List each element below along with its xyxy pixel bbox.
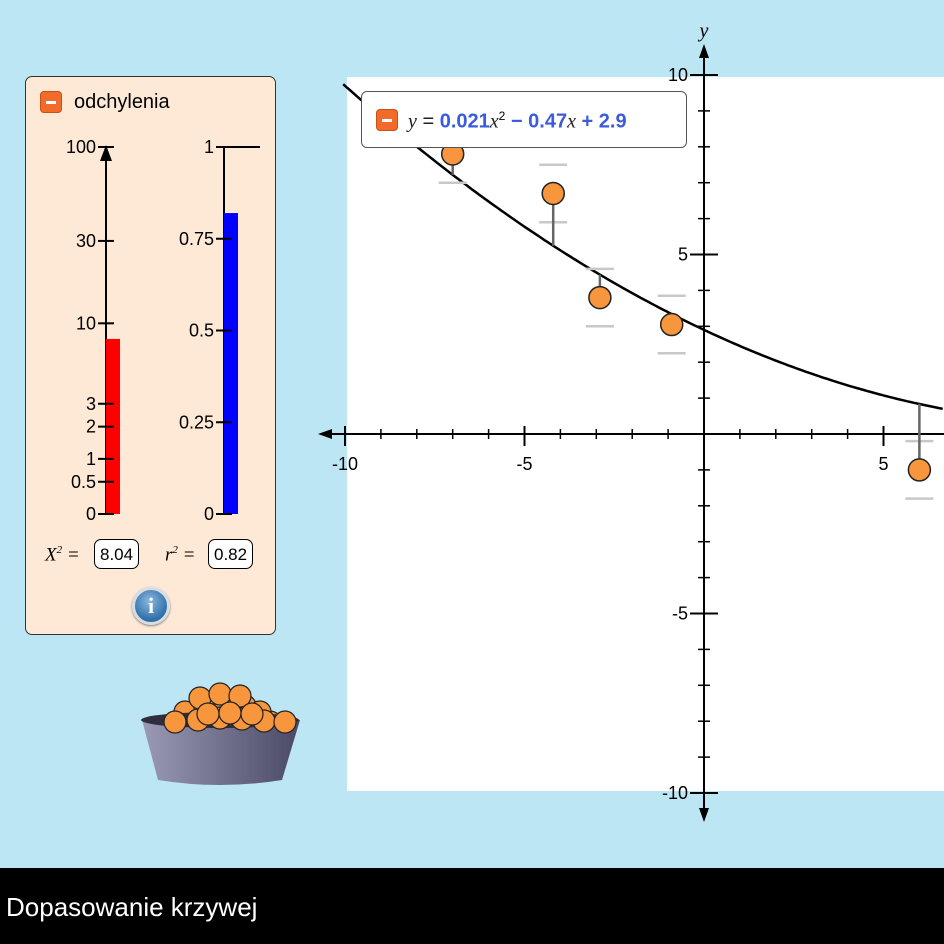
y-tick-label: 5 <box>678 245 688 265</box>
y-tick-label: 10 <box>668 65 688 85</box>
chi-tick-label: 10 <box>76 313 96 333</box>
y-axis-label: y <box>698 20 709 42</box>
bowl-point <box>273 710 297 734</box>
y-tick-label: -5 <box>672 604 688 624</box>
data-point[interactable] <box>907 458 932 482</box>
info-button[interactable]: i <box>132 587 170 625</box>
data-point[interactable] <box>541 181 565 206</box>
eq-coef-a: 0.021 <box>439 110 490 133</box>
r-square-bar <box>224 213 238 514</box>
eq-x: x <box>567 110 576 133</box>
fit-curve <box>342 83 943 411</box>
x-tick-label: 5 <box>878 454 888 474</box>
eq-coef-c: 2.9 <box>598 110 627 133</box>
eq-x: x <box>489 110 499 133</box>
chi-tick-label: 2 <box>86 417 96 437</box>
r2-tick-label: 0.75 <box>179 229 214 249</box>
r-square-value: 0.82 <box>208 539 254 569</box>
app-title: Dopasowanie krzywej <box>6 892 258 922</box>
r-square-label: r2 = <box>165 544 196 566</box>
chi-tick-label: 30 <box>76 231 96 251</box>
equation-box: y = 0.021x2 − 0.47x + 2.9 <box>361 91 687 148</box>
y-tick-label: -10 <box>662 783 688 803</box>
chi-axis-arrow <box>100 145 112 161</box>
r-letter: r <box>165 544 173 566</box>
bowl-point <box>218 701 242 725</box>
panel-collapse-button[interactable] <box>40 91 62 113</box>
eq-minus: − <box>510 110 523 133</box>
bowl-point <box>240 702 264 726</box>
chi-tick-label: 0.5 <box>71 472 96 492</box>
chi-square-label: X2 = <box>45 544 80 566</box>
bowl-point <box>163 710 187 734</box>
r2-tick-label: 1 <box>204 137 214 157</box>
r2-tick-label: 0.5 <box>189 321 214 341</box>
x-tick-label: -10 <box>332 454 358 474</box>
r2-tick-label: 0 <box>204 504 214 524</box>
bowl-point <box>196 702 220 726</box>
footer-bar: Dopasowanie krzywej <box>0 868 944 944</box>
data-point[interactable] <box>659 312 684 337</box>
chi-square-value: 8.04 <box>94 539 140 569</box>
chi-tick-label: 0 <box>86 504 96 524</box>
y-axis-arrow-top <box>699 44 709 58</box>
eq-sup: 2 <box>498 109 506 123</box>
eq-y: y <box>408 110 417 133</box>
eq-coef-b: 0.47 <box>528 110 568 133</box>
equation-collapse-button[interactable] <box>376 109 398 131</box>
chi-tick-label: 3 <box>86 394 96 414</box>
r2-tick-label: 0.25 <box>179 412 214 432</box>
info-icon: i <box>147 593 155 618</box>
chi-tick-label: 100 <box>66 137 96 157</box>
eq-plus: + <box>581 110 594 133</box>
bowl-point <box>228 684 252 708</box>
y-axis-arrow-bottom <box>699 808 709 822</box>
eq-equals: = <box>422 110 435 133</box>
deviation-panel: odchylenia 100 30 10 3 2 1 0.5 0 1 0.75 0.5 0.25 0 X… <box>25 76 276 635</box>
chi-tick-label: 1 <box>86 449 96 469</box>
bowl-body <box>142 715 300 785</box>
data-point[interactable] <box>588 285 612 310</box>
x-tick-label: -5 <box>516 454 532 474</box>
app-stage: y -10 -5 5 10 5 -5 -10 y = 0.021x2 − 0.47x + 2.… <box>0 0 944 868</box>
deviation-charts: 100 30 10 3 2 1 0.5 0 1 0.75 0.5 0.25 0 <box>66 137 260 524</box>
chi-letter: X <box>45 544 57 566</box>
panel-title: odchylenia <box>74 91 170 113</box>
x-axis-arrow <box>318 429 332 439</box>
points-bowl[interactable] <box>130 670 310 795</box>
equation-text: y = 0.021x2 − 0.47x + 2.9 <box>408 109 627 134</box>
